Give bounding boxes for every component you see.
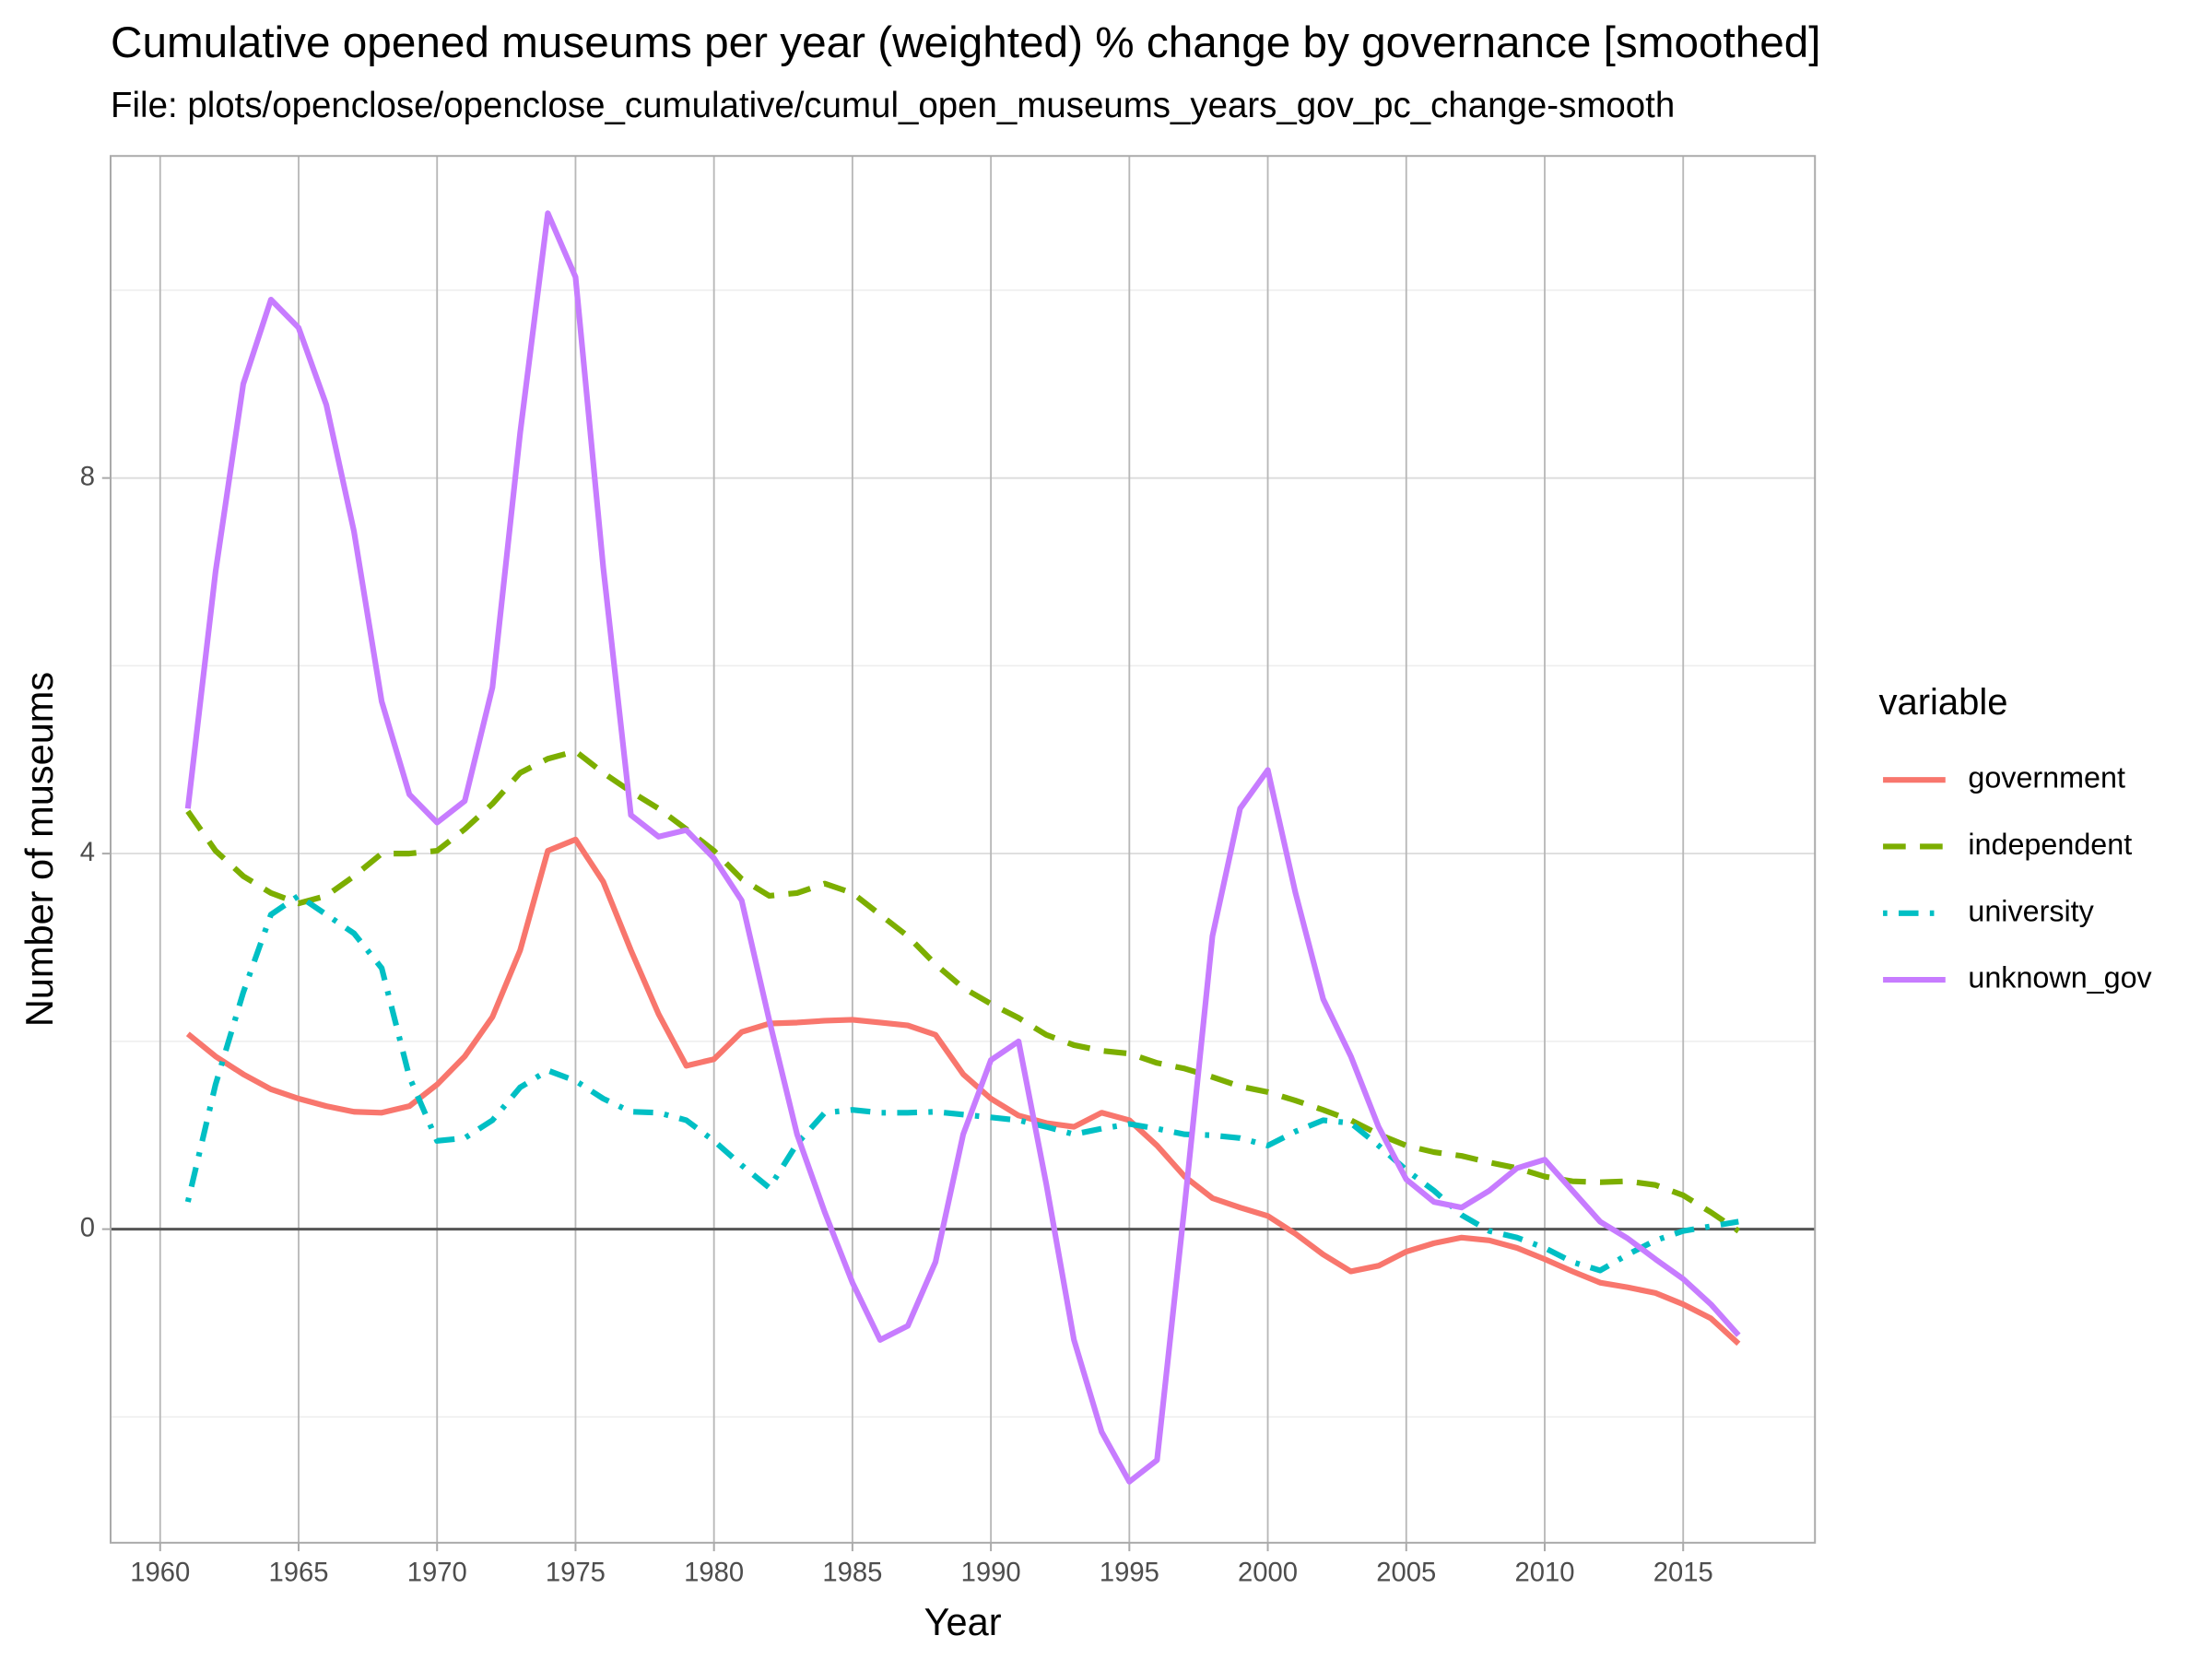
x-tick-label: 1985 [822, 1558, 882, 1587]
x-tick-label: 1990 [961, 1558, 1021, 1587]
legend-label: university [1968, 894, 2094, 927]
x-tick-label: 2000 [1238, 1558, 1298, 1587]
legend-label: independent [1968, 828, 2132, 861]
x-tick-label: 1980 [684, 1558, 744, 1587]
legend-label: unknown_gov [1968, 961, 2152, 994]
legend-title: variable [1878, 682, 2007, 723]
series-line [185, 748, 1741, 1234]
x-tick-label: 2005 [1376, 1558, 1436, 1587]
series-line [184, 210, 1741, 1485]
x-tick-label: 2010 [1514, 1558, 1574, 1587]
y-tick-label: 0 [80, 1213, 95, 1242]
y-tick-label: 8 [80, 462, 95, 491]
x-tick-label: 1965 [268, 1558, 328, 1587]
series-line [184, 892, 1739, 1274]
x-axis-title: Year [924, 1600, 1002, 1643]
x-tick-label: 1960 [130, 1558, 190, 1587]
x-tick-label: 1995 [1100, 1558, 1159, 1587]
chart-subtitle: File: plots/openclose/openclose_cumulati… [111, 86, 1675, 125]
x-tick-label: 1970 [407, 1558, 467, 1587]
y-tick-label: 4 [80, 838, 95, 867]
chart-title: Cumulative opened museums per year (weig… [111, 18, 1821, 67]
series-line [185, 836, 1741, 1347]
plot-border [110, 155, 1817, 1544]
legend-label: government [1968, 761, 2125, 794]
y-axis-title: Number of museums [18, 672, 61, 1027]
x-tick-label: 1975 [546, 1558, 606, 1587]
x-tick-label: 2015 [1653, 1558, 1713, 1587]
